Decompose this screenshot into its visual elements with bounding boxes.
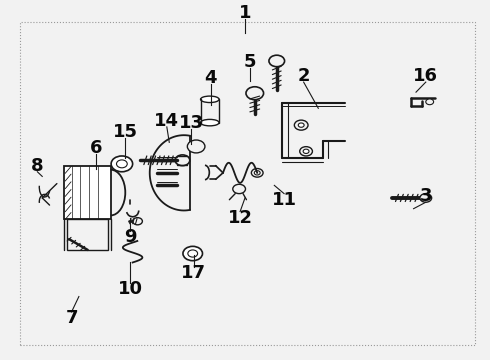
Circle shape xyxy=(183,246,202,261)
Text: 7: 7 xyxy=(65,309,78,327)
Text: 13: 13 xyxy=(179,114,204,132)
Circle shape xyxy=(246,87,264,100)
Ellipse shape xyxy=(200,120,219,126)
Circle shape xyxy=(117,160,127,168)
Text: 9: 9 xyxy=(124,228,136,246)
Circle shape xyxy=(111,156,133,172)
Circle shape xyxy=(233,184,245,194)
Circle shape xyxy=(188,250,197,257)
Circle shape xyxy=(420,194,432,202)
Circle shape xyxy=(133,218,143,225)
Ellipse shape xyxy=(200,96,219,103)
Text: 12: 12 xyxy=(228,209,253,227)
Text: 6: 6 xyxy=(90,139,102,157)
Text: 2: 2 xyxy=(297,67,310,85)
Circle shape xyxy=(187,140,205,153)
Text: 5: 5 xyxy=(244,53,256,71)
Circle shape xyxy=(254,171,260,175)
Text: 16: 16 xyxy=(413,67,438,85)
Text: 15: 15 xyxy=(113,123,138,141)
Text: 10: 10 xyxy=(118,280,143,298)
Circle shape xyxy=(300,147,313,156)
Circle shape xyxy=(298,123,304,127)
Text: 11: 11 xyxy=(271,191,296,209)
Circle shape xyxy=(303,149,309,153)
Circle shape xyxy=(251,168,263,177)
Circle shape xyxy=(269,55,285,67)
Circle shape xyxy=(426,99,434,105)
Text: 17: 17 xyxy=(181,264,206,282)
Text: 4: 4 xyxy=(204,69,217,87)
Bar xyxy=(67,220,108,250)
Circle shape xyxy=(175,155,190,166)
Text: 8: 8 xyxy=(31,157,44,175)
Text: 1: 1 xyxy=(239,4,251,22)
Bar xyxy=(64,166,111,220)
Text: 14: 14 xyxy=(154,112,179,130)
Text: 3: 3 xyxy=(419,187,432,205)
Circle shape xyxy=(294,120,308,130)
